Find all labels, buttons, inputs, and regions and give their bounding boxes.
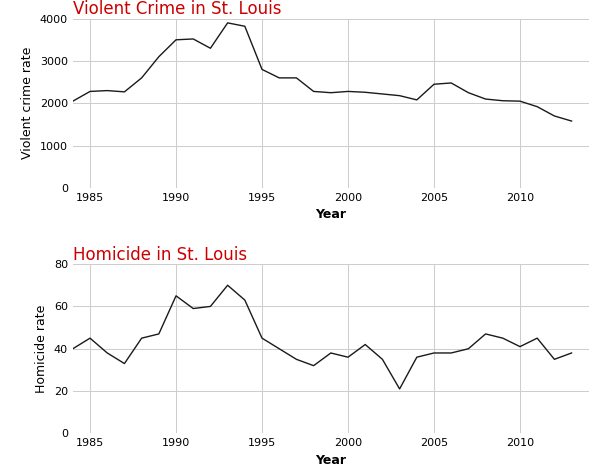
X-axis label: Year: Year	[315, 454, 347, 466]
Text: Homicide in St. Louis: Homicide in St. Louis	[73, 246, 247, 264]
Y-axis label: Homicide rate: Homicide rate	[35, 305, 49, 393]
Text: Violent Crime in St. Louis: Violent Crime in St. Louis	[73, 0, 281, 19]
X-axis label: Year: Year	[315, 208, 347, 221]
Y-axis label: Violent crime rate: Violent crime rate	[21, 47, 35, 159]
